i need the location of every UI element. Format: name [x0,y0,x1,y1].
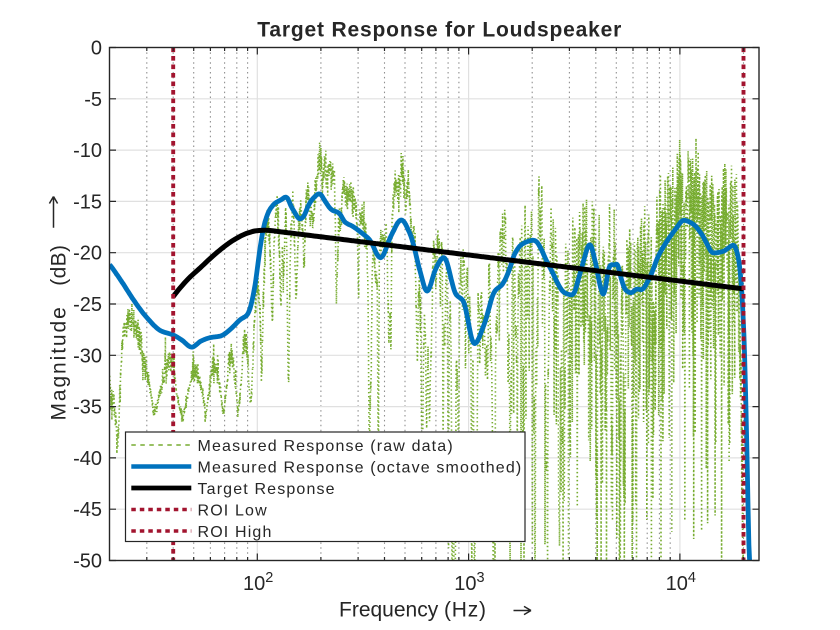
svg-text:-35: -35 [73,397,102,419]
svg-text:-30: -30 [73,345,102,367]
svg-text:Measured Response (octave smoo: Measured Response (octave smoothed) [198,459,523,476]
svg-text:Target Response for Loudspeake: Target Response for Loudspeaker [257,19,622,42]
svg-text:Target Response: Target Response [198,481,336,498]
svg-text:ROI High: ROI High [198,524,273,541]
svg-text:-50: -50 [73,551,102,573]
svg-text:(dB): (dB) [48,245,71,286]
svg-text:-15: -15 [73,191,102,213]
svg-text:102: 102 [243,570,273,595]
svg-text:-5: -5 [84,89,102,111]
svg-text:Measured Response (raw data): Measured Response (raw data) [198,438,454,455]
svg-text:ROI Low: ROI Low [198,502,268,519]
svg-text:Frequency: Frequency [339,599,439,622]
svg-text:Magnitude: Magnitude [48,305,71,420]
svg-text:-25: -25 [73,294,102,316]
svg-text:-40: -40 [73,448,102,470]
svg-text:-20: -20 [73,243,102,265]
svg-text:0: 0 [91,38,102,60]
svg-text:(Hz): (Hz) [444,599,487,622]
svg-text:-10: -10 [73,140,102,162]
svg-text:-45: -45 [73,499,102,521]
